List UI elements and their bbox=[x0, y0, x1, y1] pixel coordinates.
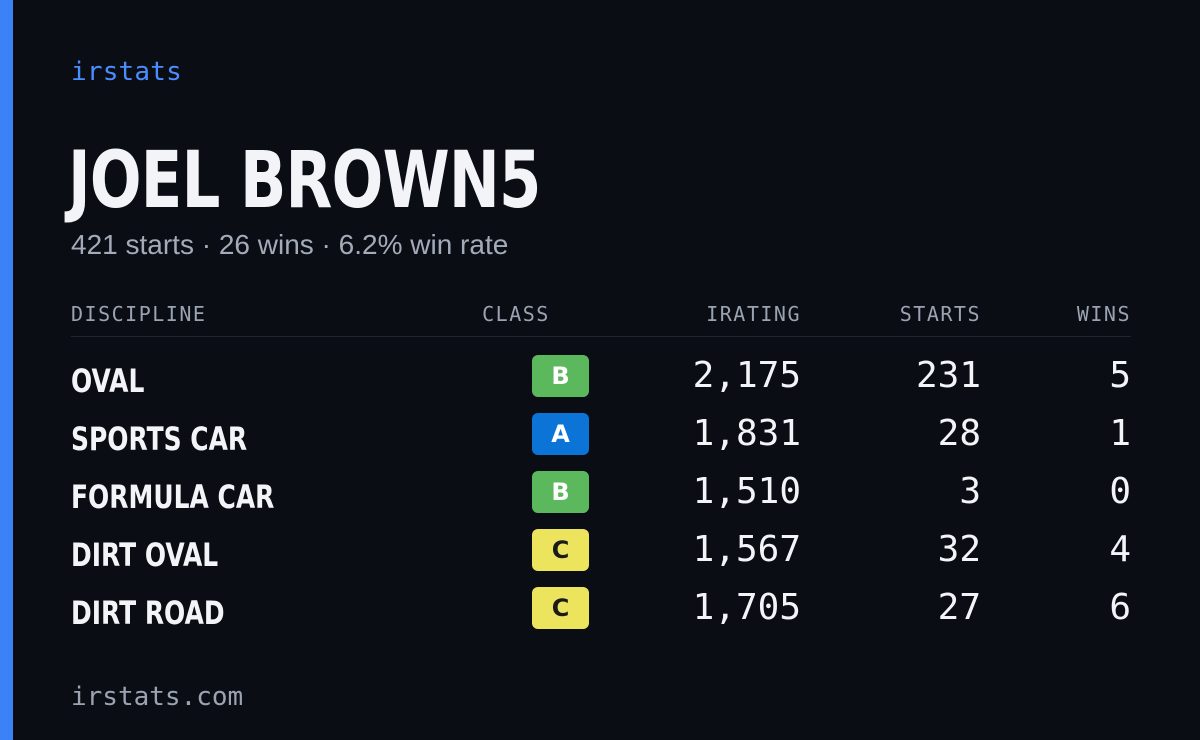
irating-value: 1,567 bbox=[692, 529, 801, 570]
table-body: OVAL B 2,175 231 5 SPORTS CAR A 1,831 28… bbox=[71, 353, 1131, 643]
discipline-name: DIRT ROAD bbox=[71, 594, 225, 632]
class-badge: C bbox=[532, 587, 589, 629]
class-badge: A bbox=[532, 413, 589, 455]
irating-value: 1,510 bbox=[692, 471, 801, 512]
starts-value: 3 bbox=[959, 471, 981, 512]
irating-value: 2,175 bbox=[692, 355, 801, 396]
header-discipline: DISCIPLINE bbox=[71, 302, 207, 326]
accent-bar bbox=[0, 0, 13, 740]
header-irating: IRATING bbox=[706, 302, 801, 326]
driver-summary: 421 starts · 26 wins · 6.2% win rate bbox=[71, 229, 509, 260]
discipline-name: DIRT OVAL bbox=[71, 536, 219, 574]
header-class: CLASS bbox=[482, 302, 550, 326]
class-badge: B bbox=[532, 471, 589, 513]
table-row: FORMULA CAR B 1,510 3 0 bbox=[71, 469, 1131, 527]
wins-value: 1 bbox=[1109, 413, 1131, 454]
irating-value: 1,831 bbox=[692, 413, 801, 454]
discipline-table: DISCIPLINE CLASS IRATING STARTS WINS OVA… bbox=[71, 296, 1131, 643]
starts-value: 231 bbox=[915, 355, 981, 396]
header-starts: STARTS bbox=[899, 302, 981, 326]
brand-logo-text: irstats bbox=[71, 57, 182, 87]
footer-url: irstats.com bbox=[71, 682, 244, 712]
discipline-name: OVAL bbox=[71, 362, 145, 400]
table-row: DIRT ROAD C 1,705 27 6 bbox=[71, 585, 1131, 643]
class-badge: C bbox=[532, 529, 589, 571]
irating-value: 1,705 bbox=[692, 587, 801, 628]
starts-value: 28 bbox=[937, 413, 981, 454]
discipline-name: SPORTS CAR bbox=[71, 420, 248, 458]
table-row: SPORTS CAR A 1,831 28 1 bbox=[71, 411, 1131, 469]
driver-name: JOEL BROWN5 bbox=[68, 136, 541, 226]
table-header: DISCIPLINE CLASS IRATING STARTS WINS bbox=[71, 296, 1131, 337]
starts-value: 27 bbox=[937, 587, 981, 628]
wins-value: 4 bbox=[1109, 529, 1131, 570]
header-wins: WINS bbox=[1076, 302, 1131, 326]
wins-value: 5 bbox=[1109, 355, 1131, 396]
starts-value: 32 bbox=[937, 529, 981, 570]
table-row: OVAL B 2,175 231 5 bbox=[71, 353, 1131, 411]
table-row: DIRT OVAL C 1,567 32 4 bbox=[71, 527, 1131, 585]
wins-value: 6 bbox=[1109, 587, 1131, 628]
wins-value: 0 bbox=[1109, 471, 1131, 512]
class-badge: B bbox=[532, 355, 589, 397]
discipline-name: FORMULA CAR bbox=[71, 478, 275, 516]
